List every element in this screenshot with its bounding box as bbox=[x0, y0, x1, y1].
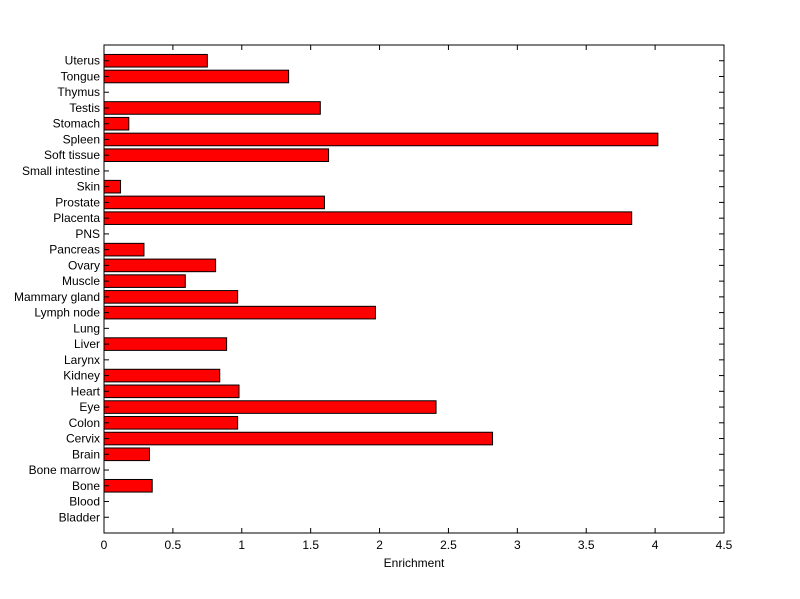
x-tick-label: 1.5 bbox=[302, 538, 319, 552]
bar-prostate bbox=[103, 195, 325, 210]
y-tick-label: Liver bbox=[74, 337, 100, 351]
x-tick-label: 3.5 bbox=[578, 538, 595, 552]
bar-cervix bbox=[103, 431, 494, 446]
bar-kidney bbox=[103, 368, 221, 383]
y-tick-label: Bone marrow bbox=[29, 463, 101, 477]
y-tick-label: Lymph node bbox=[34, 306, 100, 320]
y-tick-label: Bladder bbox=[59, 510, 100, 524]
x-tick-label: 0 bbox=[101, 538, 108, 552]
bar-lymph-node bbox=[103, 305, 376, 320]
y-tick-label: Stomach bbox=[53, 117, 100, 131]
y-tick-label: Tongue bbox=[61, 69, 101, 83]
plot-frame bbox=[103, 44, 725, 534]
bar-soft-tissue bbox=[103, 148, 330, 162]
y-tick-label: Larynx bbox=[64, 353, 100, 367]
y-tick-label: Testis bbox=[69, 101, 100, 115]
bar-muscle bbox=[103, 274, 186, 288]
y-tick-label: PNS bbox=[75, 227, 100, 241]
plot-background bbox=[104, 45, 724, 533]
y-tick-label: Placenta bbox=[53, 211, 100, 225]
x-axis-label: Enrichment bbox=[384, 556, 445, 570]
y-tick-label: Lung bbox=[73, 321, 100, 335]
y-tick-label: Colon bbox=[69, 416, 100, 430]
bar-mammary-gland bbox=[103, 290, 239, 304]
bar-brain bbox=[103, 447, 150, 462]
bar-spleen bbox=[103, 132, 659, 147]
x-tick-label: 4.5 bbox=[716, 538, 733, 552]
y-tick-label: Uterus bbox=[65, 54, 100, 68]
x-tick-label: 1 bbox=[238, 538, 245, 552]
bar-ovary bbox=[103, 258, 217, 273]
y-tick-label: Spleen bbox=[63, 132, 100, 146]
bar-uterus bbox=[103, 53, 208, 68]
y-tick-label: Eye bbox=[79, 400, 100, 414]
x-tick-label: 2 bbox=[376, 538, 383, 552]
y-tick-label: Mammary gland bbox=[14, 290, 100, 304]
x-tick-label: 0.5 bbox=[165, 538, 182, 552]
bar-bone bbox=[103, 478, 153, 493]
y-tick-label: Ovary bbox=[68, 258, 100, 272]
bar-colon bbox=[103, 416, 239, 430]
x-tick-label: 4 bbox=[652, 538, 659, 552]
bar-testis bbox=[103, 101, 321, 115]
y-tick-label: Small intestine bbox=[22, 164, 100, 178]
y-tick-label: Blood bbox=[69, 495, 100, 509]
y-tick-label: Muscle bbox=[62, 274, 100, 288]
y-tick-label: Brain bbox=[72, 447, 100, 461]
bar-pancreas bbox=[103, 242, 145, 257]
y-tick-label: Bone bbox=[72, 479, 100, 493]
y-tick-label: Kidney bbox=[63, 369, 100, 383]
y-tick-label: Prostate bbox=[55, 195, 100, 209]
y-tick-label: Heart bbox=[71, 384, 101, 398]
bar-heart bbox=[103, 384, 240, 399]
bar-eye bbox=[103, 400, 437, 414]
bar-liver bbox=[103, 337, 228, 351]
x-tick-label: 3 bbox=[514, 538, 521, 552]
y-tick-label: Thymus bbox=[57, 85, 100, 99]
y-tick-label: Soft tissue bbox=[44, 148, 100, 162]
y-tick-label: Pancreas bbox=[49, 243, 100, 257]
x-tick-label: 2.5 bbox=[440, 538, 457, 552]
y-tick-label: Skin bbox=[77, 180, 100, 194]
bar-placenta bbox=[103, 211, 633, 225]
y-tick-label: Cervix bbox=[66, 432, 100, 446]
bar-tongue bbox=[103, 69, 290, 84]
